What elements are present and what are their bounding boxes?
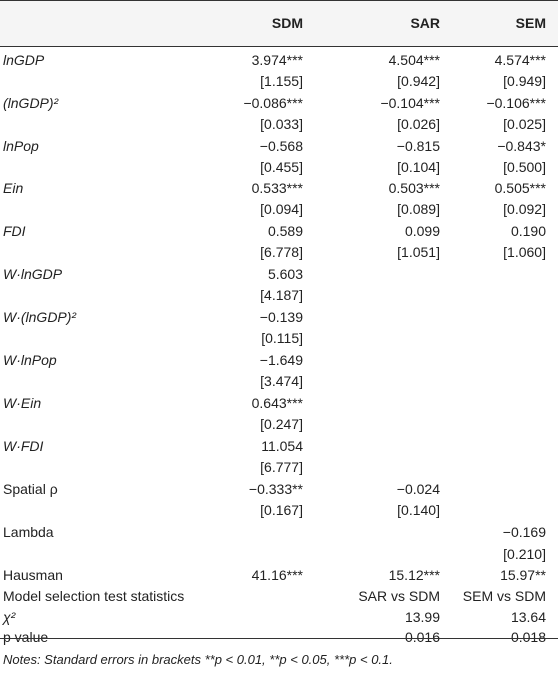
table-cell: 0.589 [267, 223, 303, 239]
table-cell: [0.140] [397, 502, 440, 518]
table-cell: 13.64 [510, 609, 546, 625]
table-cell: SEM vs SDM [462, 588, 546, 604]
row-label: W·FDI [3, 438, 44, 454]
table-cell: [1.051] [397, 244, 440, 260]
table-cell: 0.643*** [251, 395, 303, 411]
table-cell: [0.094] [260, 201, 303, 217]
table-cell: 0.099 [404, 223, 440, 239]
table-cell: 0.018 [510, 629, 546, 645]
table-cell: −0.024 [396, 481, 440, 497]
row-label: W·lnGDP [3, 266, 63, 282]
table-cell: −1.649 [259, 352, 303, 368]
row-label: W·(lnGDP)² [3, 309, 77, 325]
table-cell: [0.949] [503, 73, 546, 89]
table-cell: [0.089] [397, 201, 440, 217]
table-cell: [0.455] [260, 159, 303, 175]
header-sar: SAR [410, 15, 440, 31]
table-cell: [0.033] [260, 116, 303, 132]
row-label: lnGDP [3, 52, 45, 68]
table-cell: 5.603 [267, 266, 303, 282]
header-rule [0, 46, 558, 47]
table-cell: 41.16*** [251, 567, 303, 583]
table-cell: 15.12*** [388, 567, 440, 583]
header-row [0, 0, 558, 46]
row-label: (lnGDP)² [3, 95, 59, 111]
table-cell: SAR vs SDM [358, 588, 440, 604]
table-notes: Notes: Standard errors in brackets **p <… [3, 652, 393, 667]
header-sem: SEM [515, 15, 546, 31]
table-cell: [0.500] [503, 159, 546, 175]
table-cell: [6.778] [260, 244, 303, 260]
table-cell: −0.169 [502, 524, 546, 540]
table-cell: −0.815 [396, 138, 440, 154]
row-label: Spatial ρ [3, 481, 58, 497]
table-cell: [0.026] [397, 116, 440, 132]
header-sdm: SDM [271, 15, 303, 31]
table-cell: −0.104*** [380, 95, 440, 111]
table-cell: −0.568 [259, 138, 303, 154]
table-cell: [1.155] [260, 73, 303, 89]
table-cell: −0.106*** [486, 95, 546, 111]
table-cell: −0.139 [259, 309, 303, 325]
table-cell: [0.092] [503, 201, 546, 217]
table-cell: 0.016 [404, 629, 440, 645]
table-cell: −0.843* [497, 138, 546, 154]
table-cell: 0.505*** [494, 180, 546, 196]
table-cell: 4.504*** [388, 52, 440, 68]
table-cell: 15.97** [500, 567, 546, 583]
bottom-rule [0, 638, 558, 639]
row-label: p value [3, 629, 49, 645]
row-label: lnPop [3, 138, 39, 154]
table-cell: 13.99 [404, 609, 440, 625]
table-cell: [0.104] [397, 159, 440, 175]
row-label: Ein [3, 180, 24, 196]
table-cell: 3.974*** [251, 52, 303, 68]
row-label: Lambda [3, 524, 54, 540]
table-cell: 0.533*** [251, 180, 303, 196]
row-label: W·Ein [3, 395, 42, 411]
row-label: χ² [3, 609, 16, 625]
top-rule [0, 0, 558, 1]
row-label: W·lnPop [3, 352, 57, 368]
table-cell: [0.210] [503, 546, 546, 562]
table-cell: [0.025] [503, 116, 546, 132]
table-cell: [6.777] [260, 459, 303, 475]
row-label: FDI [3, 223, 26, 239]
table-cell: [4.187] [260, 287, 303, 303]
table-cell: 0.190 [510, 223, 546, 239]
table-cell: [0.247] [260, 416, 303, 432]
row-label: Hausman [3, 567, 63, 583]
table-cell: 11.054 [261, 438, 303, 454]
row-label: Model selection test statistics [3, 588, 185, 604]
table-cell: [0.115] [261, 330, 303, 346]
table-cell: −0.333** [248, 481, 303, 497]
table-cell: [0.942] [397, 73, 440, 89]
table-cell: 0.503*** [388, 180, 440, 196]
table-cell: 4.574*** [494, 52, 546, 68]
table-cell: −0.086*** [243, 95, 303, 111]
table-cell: [3.474] [260, 373, 303, 389]
table-cell: [0.167] [260, 502, 303, 518]
table-cell: [1.060] [503, 244, 546, 260]
